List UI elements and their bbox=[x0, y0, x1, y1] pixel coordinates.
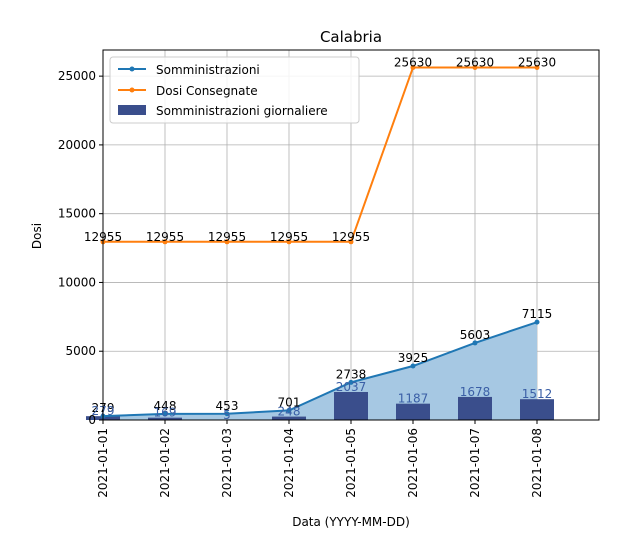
point-dosi-consegnate bbox=[348, 239, 354, 245]
bar-somministrazioni-giornaliere bbox=[520, 399, 554, 420]
label-dosi-consegnate: 12955 bbox=[270, 230, 308, 244]
point-somministrazioni bbox=[286, 407, 292, 413]
x-tick-label: 2021-01-05 bbox=[344, 428, 358, 498]
label-dosi-consegnate: 25630 bbox=[456, 55, 494, 69]
legend-swatch-somministrazioni-giornaliere bbox=[118, 105, 146, 115]
y-tick-label: 0 bbox=[88, 413, 96, 427]
label-somministrazioni: 448 bbox=[154, 399, 177, 413]
legend-label-somministrazioni-giornaliere: Somministrazioni giornaliere bbox=[156, 104, 328, 118]
label-dosi-consegnate: 25630 bbox=[518, 55, 556, 69]
label-somministrazioni: 5603 bbox=[460, 328, 491, 342]
label-somministrazioni-giornaliere: 5 bbox=[223, 408, 231, 422]
legend-marker-dosi-consegnate bbox=[129, 87, 135, 93]
y-tick-label: 5000 bbox=[65, 344, 96, 358]
point-somministrazioni bbox=[534, 319, 540, 325]
x-tick-label: 2021-01-03 bbox=[220, 428, 234, 498]
legend-label-somministrazioni: Somministrazioni bbox=[156, 63, 260, 77]
bar-somministrazioni-giornaliere bbox=[396, 403, 430, 420]
bar-somministrazioni-giornaliere bbox=[148, 417, 182, 420]
point-dosi-consegnate bbox=[162, 239, 168, 245]
label-somministrazioni: 701 bbox=[278, 395, 301, 409]
legend-box bbox=[109, 56, 360, 124]
area-layer bbox=[103, 322, 537, 420]
label-somministrazioni-giornaliere: 1512 bbox=[522, 387, 553, 401]
bar-somministrazioni-giornaliere bbox=[334, 391, 368, 420]
label-dosi-consegnate: 12955 bbox=[332, 230, 370, 244]
label-somministrazioni-giornaliere: 2037 bbox=[336, 380, 367, 394]
label-somministrazioni-giornaliere: 248 bbox=[278, 405, 301, 419]
label-dosi-consegnate: 12955 bbox=[146, 230, 184, 244]
label-dosi-consegnate: 25630 bbox=[394, 55, 432, 69]
x-axis-label: Data (YYYY-MM-DD) bbox=[292, 515, 410, 529]
label-somministrazioni-giornaliere: 1187 bbox=[398, 392, 429, 406]
x-tick-label: 2021-01-06 bbox=[406, 428, 420, 498]
label-somministrazioni: 7115 bbox=[522, 307, 553, 321]
point-dosi-consegnate bbox=[410, 64, 416, 70]
point-dosi-consegnate bbox=[224, 239, 230, 245]
legend-marker-somministrazioni bbox=[129, 66, 135, 72]
point-somministrazioni bbox=[162, 411, 168, 417]
label-dosi-consegnate: 12955 bbox=[208, 230, 246, 244]
point-somministrazioni bbox=[224, 411, 230, 417]
bar-somministrazioni-giornaliere bbox=[458, 396, 492, 420]
chart-title: Calabria bbox=[320, 28, 382, 46]
label-somministrazioni-giornaliere: 1678 bbox=[460, 385, 491, 399]
line-somministrazioni bbox=[102, 321, 538, 418]
label-somministrazioni: 2738 bbox=[336, 367, 367, 381]
y-tick-label: 15000 bbox=[58, 207, 96, 221]
point-somministrazioni bbox=[472, 340, 478, 346]
point-dosi-consegnate bbox=[286, 239, 292, 245]
y-tick-label: 20000 bbox=[58, 138, 96, 152]
x-tick-label: 2021-01-07 bbox=[468, 428, 482, 498]
y-tick-label: 25000 bbox=[58, 69, 96, 83]
line-layer bbox=[100, 64, 540, 419]
label-somministrazioni-giornaliere: 169 bbox=[154, 406, 177, 420]
y-axis-label: Dosi bbox=[30, 223, 44, 249]
x-tick-label: 2021-01-02 bbox=[158, 428, 172, 498]
point-somministrazioni bbox=[348, 379, 354, 385]
point-somministrazioni bbox=[410, 363, 416, 369]
legend: Somministrazioni Dosi Consegnate Sommini… bbox=[109, 56, 360, 124]
bar-layer bbox=[86, 391, 554, 420]
y-tick-label: 10000 bbox=[58, 275, 96, 289]
axes: 0 5000 10000 15000 20000 25000 2021-01-01 2021-… bbox=[58, 69, 544, 498]
point-dosi-consegnate bbox=[472, 64, 478, 70]
line-dosi-consegnate bbox=[103, 66, 537, 243]
x-tick-label: 2021-01-01 bbox=[96, 428, 110, 498]
point-dosi-consegnate bbox=[534, 64, 540, 70]
label-somministrazioni: 3925 bbox=[398, 351, 429, 365]
label-somministrazioni: 453 bbox=[216, 399, 239, 413]
legend-label-dosi-consegnate: Dosi Consegnate bbox=[156, 84, 258, 98]
x-tick-label: 2021-01-04 bbox=[282, 428, 296, 498]
bar-somministrazioni-giornaliere bbox=[272, 416, 306, 420]
x-tick-label: 2021-01-08 bbox=[530, 428, 544, 498]
somministrazioni-area bbox=[103, 322, 537, 420]
